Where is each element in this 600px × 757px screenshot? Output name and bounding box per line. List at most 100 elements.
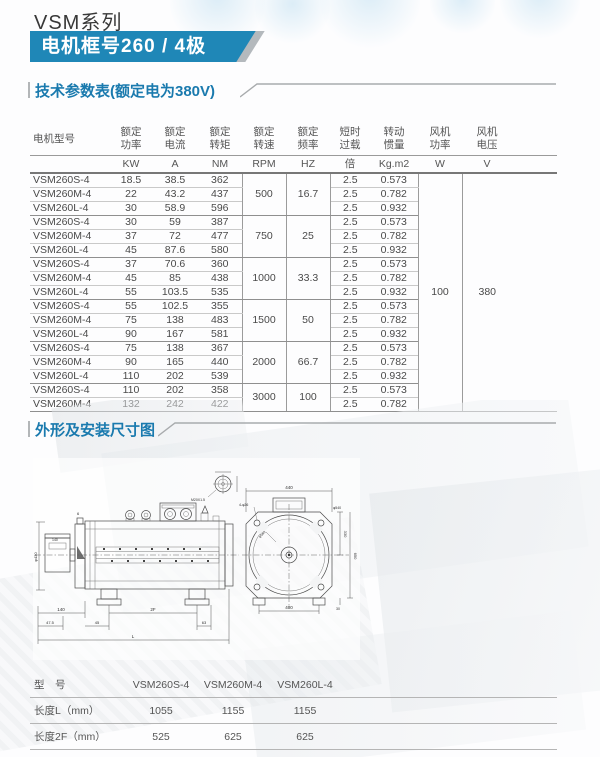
spec-cell: 2.5 (330, 313, 370, 329)
bubble-decoration (500, 0, 580, 40)
spec-table-row: VSM260S-4 18.5 38.5 362 500 16.7 2.5 0.573 100 38… (30, 173, 557, 413)
header-line: 额定 (209, 126, 231, 138)
svg-text:140: 140 (52, 538, 58, 542)
spec-cell: 72 (152, 229, 198, 245)
spec-cell: 387 (198, 215, 242, 231)
svg-text:φ560: φ560 (258, 530, 267, 539)
spec-table-row: VSM260S-4 37 70.6 360 1000 33.3 2.5 0.573 (30, 257, 557, 301)
spec-cell: 0.573 (370, 383, 418, 399)
spec-cell: VSM260S-4 (30, 215, 110, 231)
spec-col-header: 风机 电压 (462, 124, 512, 157)
svg-text:63: 63 (202, 620, 207, 625)
spec-cell: 2.5 (330, 299, 370, 315)
spec-cell: 85 (152, 271, 198, 287)
spec-cell: VSM260M-4 (30, 229, 110, 245)
header-line: 额定 (253, 126, 275, 138)
spec-cell: 16.7 (286, 173, 331, 217)
spec-cell: 3000 (241, 383, 287, 413)
spec-unit-header: W (418, 155, 462, 175)
spec-cell: 2.5 (330, 187, 370, 203)
spec-cell: 138 (152, 341, 198, 357)
dim-row-label: 型 号 (30, 672, 125, 698)
spec-cell: 55 (110, 285, 152, 301)
spec-cell: 25 (286, 215, 331, 259)
spec-col-header: 电机型号 (30, 124, 110, 157)
dim-cell: VSM260L-4 (269, 672, 341, 698)
bubble-decoration (320, 0, 420, 50)
spec-cell: 2.5 (330, 271, 370, 287)
spec-cell: 535 (198, 285, 242, 301)
spec-cell: 66.7 (286, 341, 331, 385)
spec-table-row: VSM260S-4 30 59 387 750 25 2.5 0.573 (30, 215, 557, 259)
section-outline-dims: 外形及安装尺寸图 (28, 419, 556, 439)
spec-cell: VSM260S-4 (30, 173, 110, 189)
spec-table-row: VSM260M-4 37 72 477 2.5 0.782 (30, 229, 557, 245)
spec-cell: 2.5 (330, 383, 370, 399)
spec-table-row: VSM260M-4 75 138 483 2.5 0.782 (30, 313, 557, 329)
spec-cell: 1000 (241, 257, 287, 301)
header-line: 短时 (339, 126, 361, 138)
spec-cell: 37 (110, 257, 152, 273)
spec-cell: 110 (110, 369, 152, 385)
svg-text:650: 650 (353, 553, 358, 560)
spec-cell: 0.932 (370, 285, 418, 301)
spec-cell: VSM260S-4 (30, 383, 110, 399)
svg-text:6: 6 (77, 511, 80, 516)
spec-cell: 2000 (241, 341, 287, 385)
spec-cell: 2.5 (330, 229, 370, 245)
spec-table-row: VSM260S-4 110 202 358 3000 100 2.5 0.573 (30, 383, 557, 413)
spec-cell: 2.5 (330, 257, 370, 273)
spec-unit-header: Kg.m2 (370, 155, 418, 175)
spec-table-row: VSM260L-4 90 167 581 2.5 0.932 (30, 327, 557, 343)
header-line: 风机 (429, 126, 451, 138)
spec-cell: 37 (110, 229, 152, 245)
svg-text:φ430: φ430 (33, 552, 38, 562)
spec-cell: 1500 (241, 299, 287, 343)
spec-unit-header: V (462, 155, 512, 175)
svg-text:L: L (132, 634, 135, 639)
spec-cell: 2.5 (330, 215, 370, 231)
spec-cell: 581 (198, 327, 242, 343)
spec-col-header: 额定 频率 (286, 124, 330, 157)
spec-cell: 58.9 (152, 201, 198, 217)
spec-table-row: VSM260S-4 55 102.5 355 1500 50 2.5 0.573 (30, 299, 557, 343)
spec-col-header: 额定 转矩 (198, 124, 242, 157)
dim-cell: 625 (269, 723, 341, 750)
dim-table-row: 长度L（mm） 1055 1155 1155 (30, 697, 557, 724)
spec-cell: 0.932 (370, 201, 418, 217)
dim-cell: 625 (197, 723, 269, 750)
dim-cell: VSM260M-4 (197, 672, 269, 698)
spec-cell: 580 (198, 243, 242, 259)
spec-cell: 438 (198, 271, 242, 287)
spec-cell: 2.5 (330, 397, 370, 413)
spec-cell: 0.782 (370, 397, 418, 413)
svg-text:400: 400 (285, 605, 293, 610)
spec-cell: 90 (110, 327, 152, 343)
spec-table-body: VSM260S-4 18.5 38.5 362 500 16.7 2.5 0.573 100 38… (30, 173, 557, 413)
section-title: 技术参数表(额定电为380V) (35, 83, 216, 100)
spec-cell: 45 (110, 243, 152, 259)
spec-unit-header: 倍 (330, 155, 370, 175)
spec-table-row: VSM260M-4 22 43.2 437 2.5 0.782 (30, 187, 557, 203)
header-line: 额定 (297, 126, 319, 138)
header-line: 过载 (339, 139, 361, 152)
header-line: 电机型号 (33, 132, 75, 145)
spec-cell: 22 (110, 187, 152, 203)
section-rule (158, 422, 556, 437)
spec-cell: 2.5 (330, 243, 370, 259)
spec-cell: 2.5 (330, 327, 370, 343)
dim-filler-cell (341, 697, 557, 724)
spec-cell: 0.782 (370, 313, 418, 329)
svg-text:45: 45 (95, 620, 100, 625)
spec-cell: 30 (110, 215, 152, 231)
spec-cell: 362 (198, 173, 242, 189)
spec-cell: 75 (110, 341, 152, 357)
header-line: 风机 (476, 126, 498, 138)
spec-cell: 0.782 (370, 271, 418, 287)
spec-col-header: 转动 惯量 (370, 124, 418, 157)
spec-cell: 380 (462, 173, 512, 413)
spec-cell: 367 (198, 341, 242, 357)
spec-cell: 2.5 (330, 201, 370, 217)
header-line: 转矩 (209, 139, 231, 152)
spec-cell: VSM260L-4 (30, 243, 110, 259)
